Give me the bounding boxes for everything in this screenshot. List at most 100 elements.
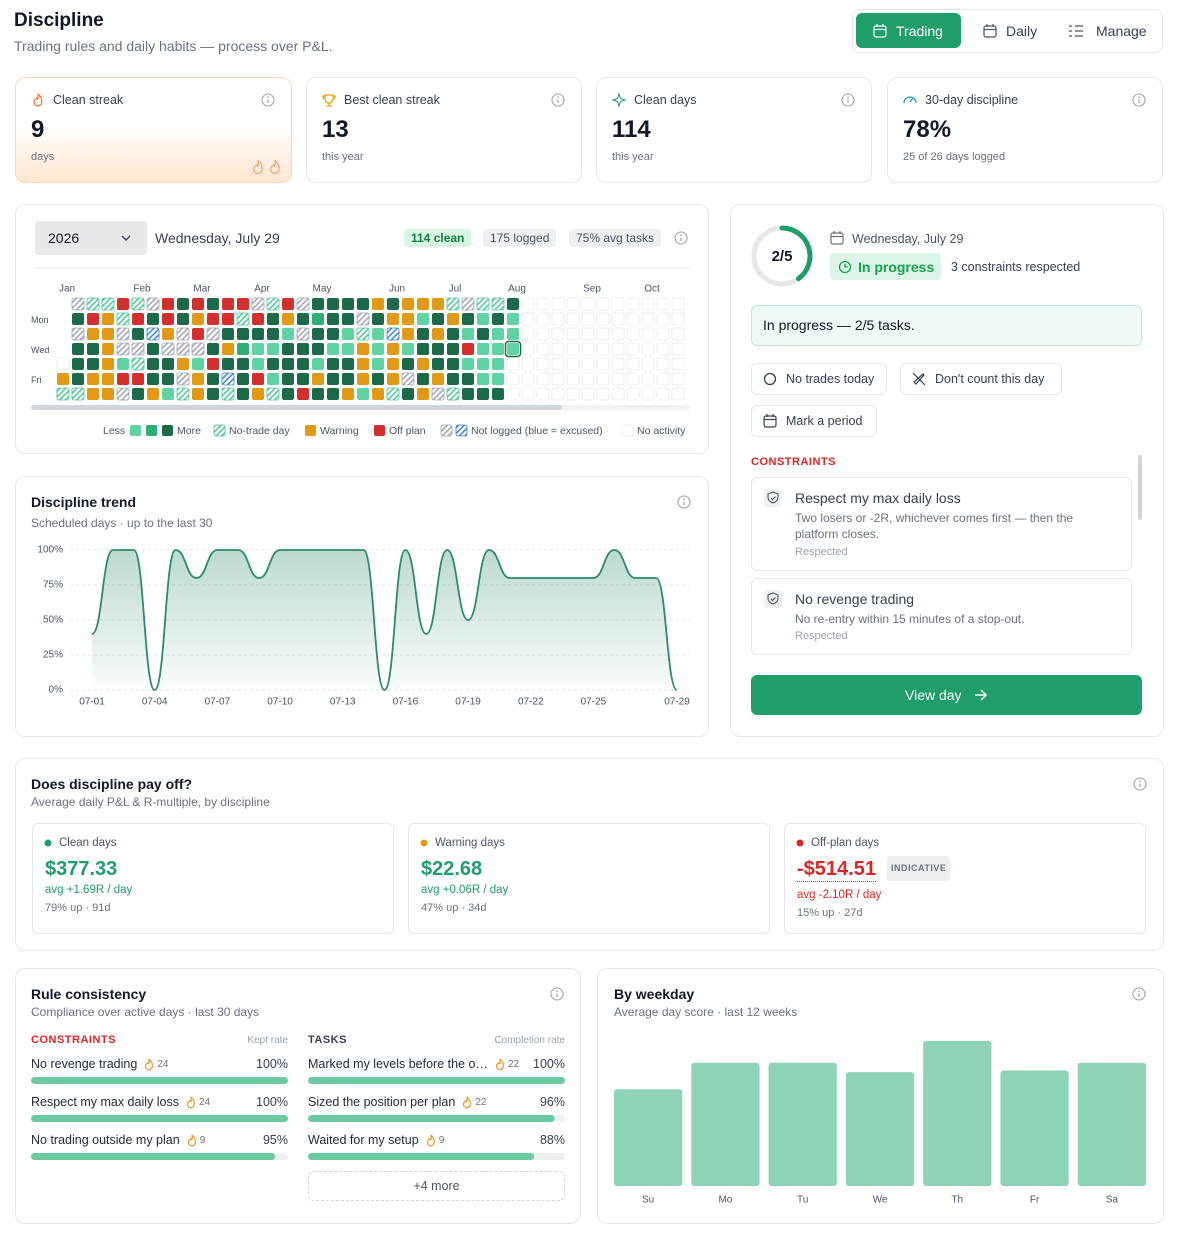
stat-value: 9 [31,116,45,143]
flame-icon-box [463,1096,472,1109]
rule-row: No revenge trading 24 100% [31,1058,288,1071]
message-box [751,305,1142,346]
action-button[interactable] [900,363,1062,395]
consistency-card [15,968,581,1224]
constraint-name: Respect my max daily loss [795,490,961,506]
flame-icon [187,1134,196,1147]
flame-icon-box [187,1134,196,1147]
section-subtitle: Average daily P&L & R-multiple, by disci… [31,795,270,809]
flame-icon [186,1096,195,1109]
rule-rate: 100% [256,1095,288,1110]
legend-item: Warning [320,425,359,437]
constraint-desc: No re-entry within 15 minutes of a stop-… [795,612,1025,626]
payoff-sub: 79% up · 91d [45,902,111,914]
flame-icon-box [186,1096,195,1109]
tab[interactable]: Daily [1006,23,1038,39]
rule-name: Marked my levels before the o… [308,1057,488,1072]
rule-rate: 88% [539,1133,565,1148]
payoff-avg: avg -2.10R / day [797,889,882,901]
payoff-subcard [32,823,394,934]
flame-icon [495,1058,504,1071]
section-title: Rule consistency [31,986,147,1002]
flame-icon-box [145,1058,154,1071]
constraint-card [751,578,1132,655]
payoff-value: $22.68 [421,858,483,880]
section-title: Does discipline pay off? [31,776,193,792]
constraints-title: CONSTRAINTS [751,456,836,468]
stat-sub: this year [322,151,364,163]
rule-row: Sized the position per plan 22 96% [308,1096,565,1109]
rule-rate: 95% [262,1133,288,1148]
today-card [730,204,1164,737]
rule-row: Marked my levels before the o… 22 100% [308,1058,565,1071]
today-date: Wednesday, July 29 [852,232,964,246]
action-button[interactable] [751,405,877,437]
stat-sub: this year [612,151,654,163]
weekday-label: Wed [31,345,50,355]
constraint-status: Respected [795,546,848,558]
flame-icon-box [426,1134,435,1147]
rule-streak: 22 [507,1058,520,1070]
year-select-value: 2026 [48,230,80,246]
constraint-status: Respected [795,630,848,642]
view-day-button[interactable] [751,675,1142,715]
stat-label: Clean streak [53,93,124,107]
rule-streak: 9 [438,1134,445,1146]
stat-card [596,77,872,183]
chart-subtitle: Average day score · last 12 weeks [614,1005,798,1019]
payoff-sub: 47% up · 34d [421,902,487,914]
rule-name: Respect my max daily loss [31,1095,179,1110]
view-day-label[interactable]: View day [905,687,962,703]
page-subtitle: Trading rules and daily habits — process… [14,38,333,54]
payoff-value: $377.33 [45,858,118,880]
rule-name: Waited for my setup [308,1133,419,1148]
rule-rate: 100% [533,1057,565,1072]
rule-streak: 24 [198,1096,211,1108]
action-label[interactable]: Don't count this day [935,372,1045,386]
legend-less: Less [103,425,126,437]
stat-value: 78% [903,116,952,143]
chart-subtitle: Scheduled days · up to the last 30 [31,516,213,530]
payoff-label: Warning days [435,837,505,849]
payoff-sub: 15% up · 27d [797,907,863,919]
stat-card [15,77,292,183]
payoff-card [15,758,1164,951]
rule-row: Waited for my setup 9 88% [308,1134,565,1147]
action-label[interactable]: Mark a period [786,414,863,428]
stat-label: Best clean streak [344,93,440,107]
stat-card [887,77,1163,183]
rule-name: Sized the position per plan [308,1095,456,1110]
rule-streak: 9 [199,1134,206,1146]
action-label[interactable]: No trades today [786,372,875,386]
group-title: TASKS [308,1034,347,1046]
stat-label: 30-day discipline [925,93,1019,107]
chart-title: Discipline trend [31,494,137,510]
rule-streak: 22 [475,1096,487,1108]
rule-streak: 24 [157,1058,169,1070]
stat-value: 114 [612,116,651,143]
rule-rate: 96% [539,1095,565,1110]
page-title: Discipline [14,10,104,31]
section-subtitle: Compliance over active days · last 30 da… [31,1005,260,1019]
payoff-label: Off-plan days [811,837,880,849]
tab[interactable]: Manage [1096,23,1147,39]
payoff-subcard [784,823,1146,934]
tab[interactable]: Trading [896,23,943,39]
legend-item: Not logged (blue = excused) [471,425,603,437]
more-label[interactable]: +4 more [413,1179,460,1193]
action-button[interactable] [751,363,887,395]
rule-row: Respect my max daily loss 24 100% [31,1096,288,1109]
constraint-card [751,477,1132,571]
group-caption: Kept rate [247,1035,288,1046]
stat-sub: 25 of 26 days logged [903,151,1006,163]
heatmap-date: Wednesday, July 29 [155,230,280,246]
constraint-desc: Two losers or -2R, whichever comes first… [795,511,1074,541]
status-text: In progress [858,259,935,275]
legend-item: No activity [637,425,686,437]
payoff-avg: avg +0.06R / day [421,884,509,896]
payoff-subcard [408,823,770,934]
more-button[interactable] [308,1171,565,1201]
rule-rate: 100% [256,1057,288,1072]
stat-label: Clean days [634,93,697,107]
